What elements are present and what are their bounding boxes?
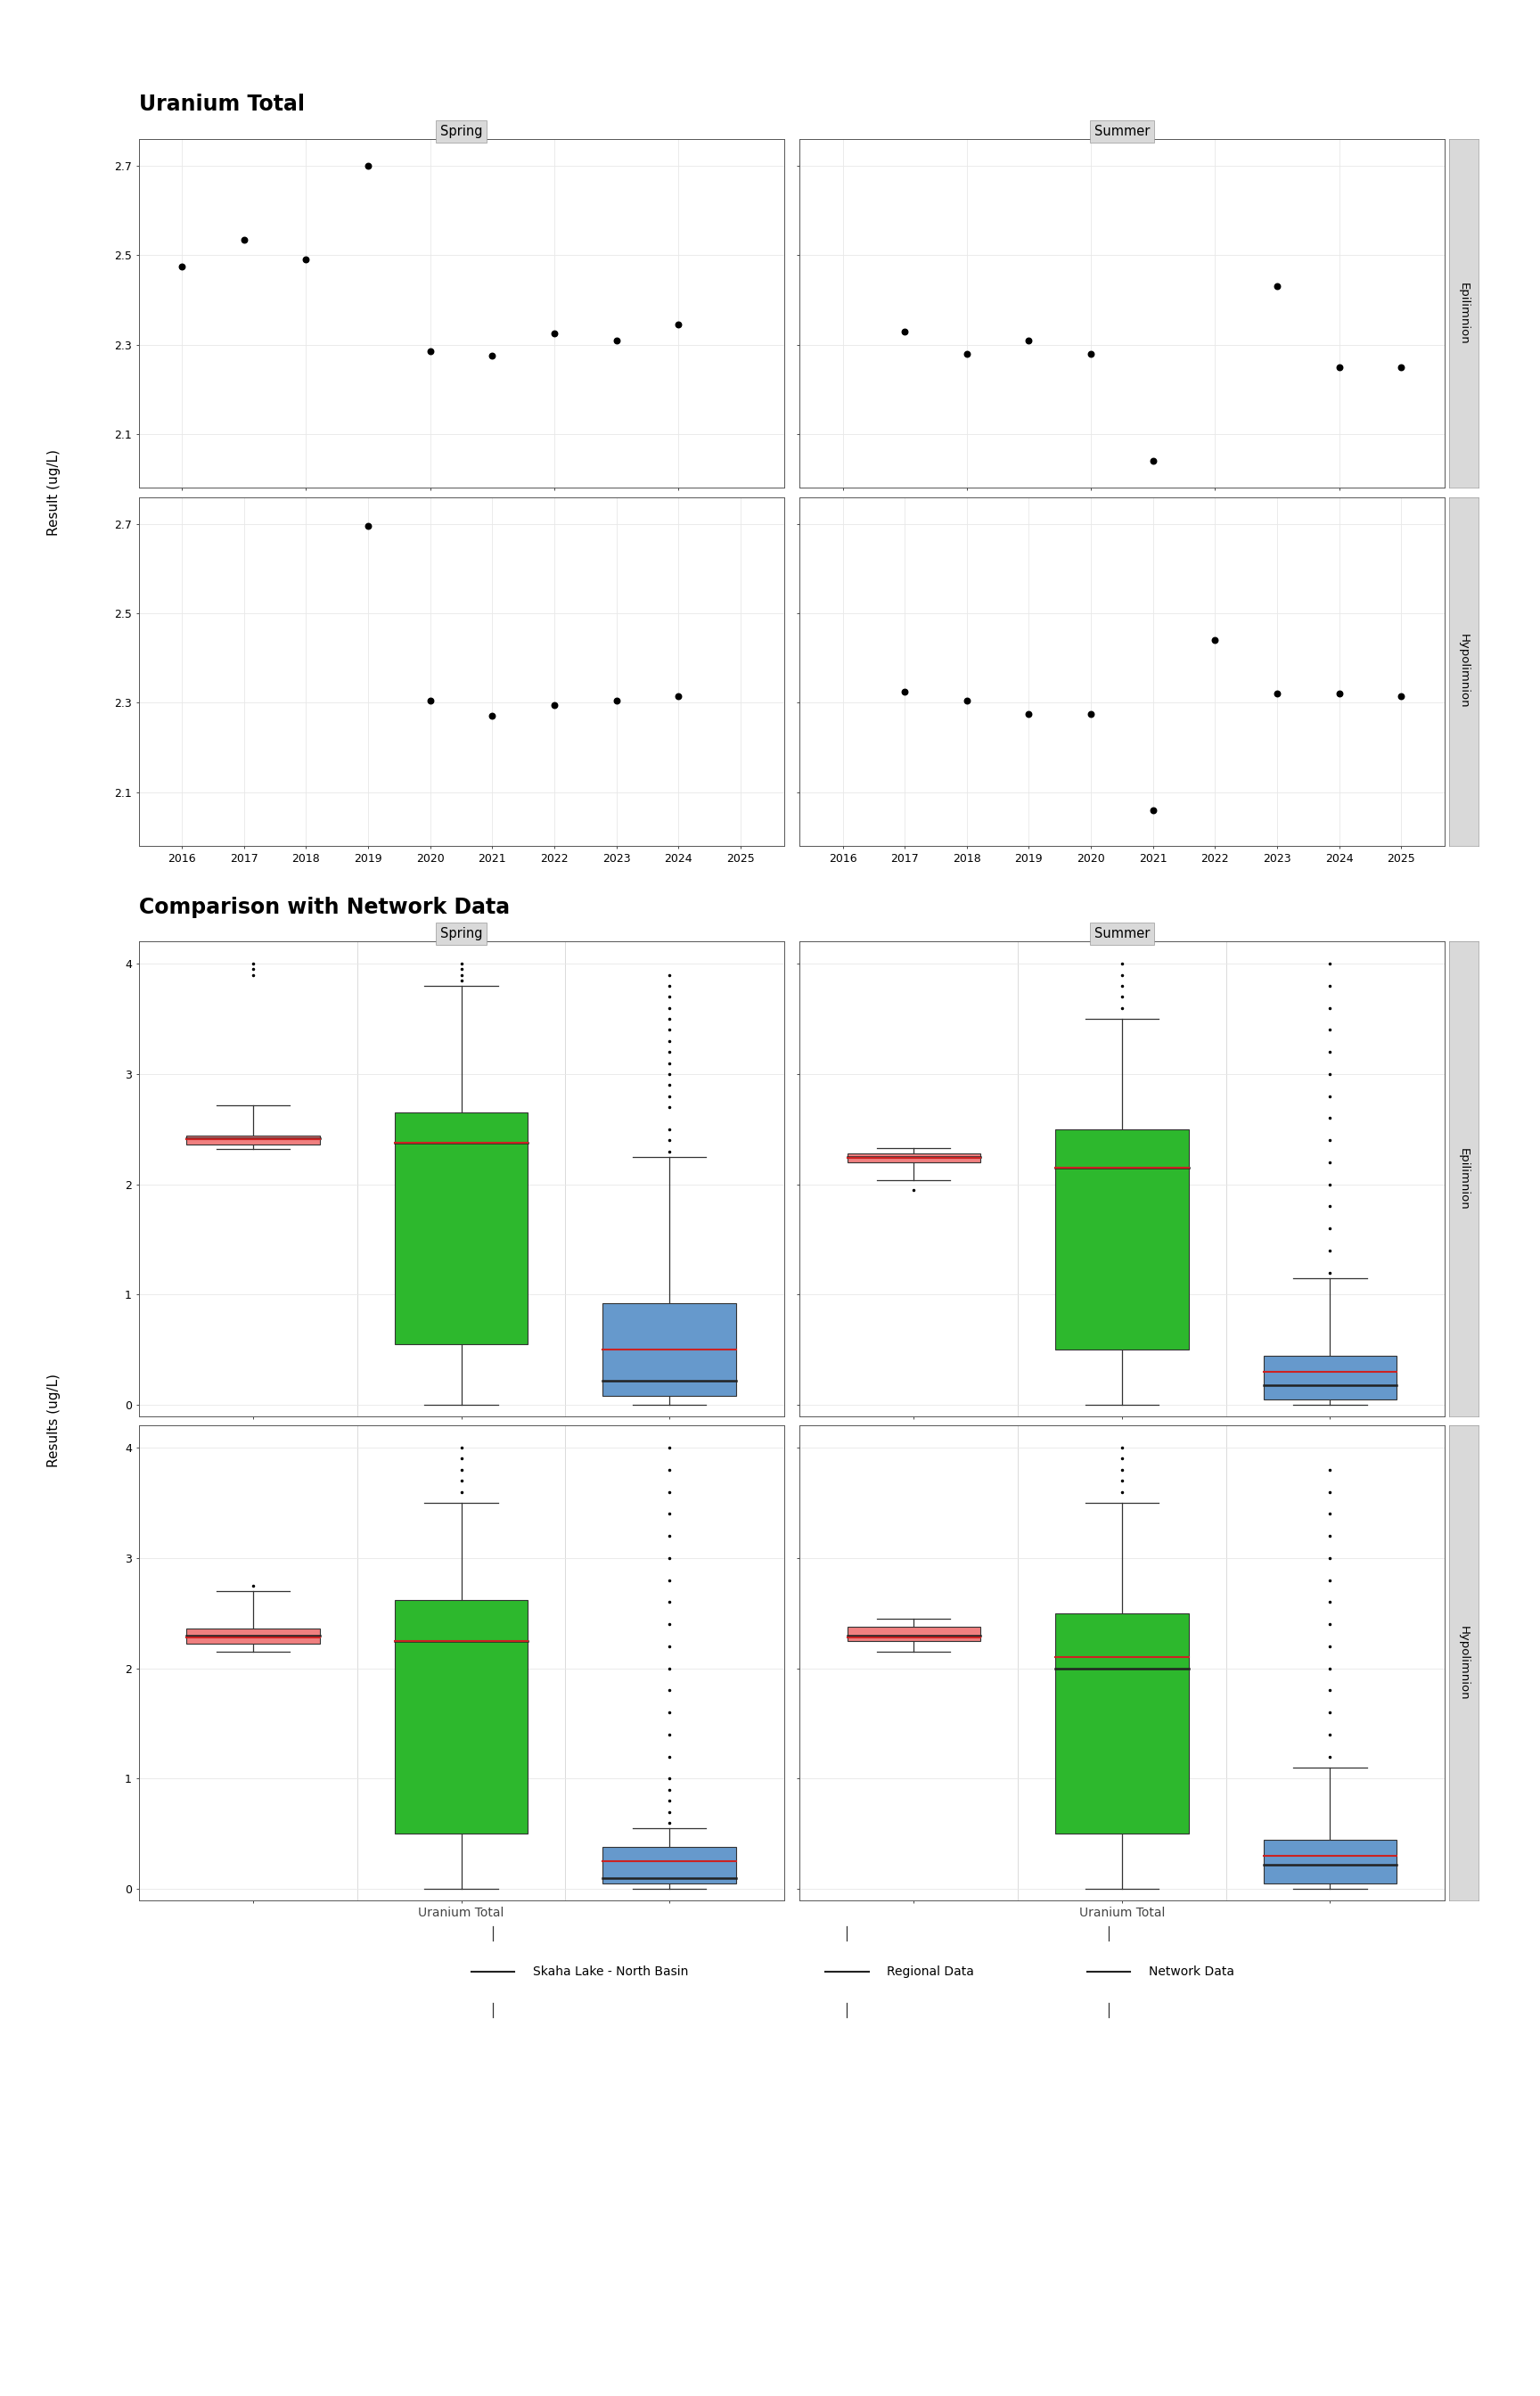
Bar: [1055, 1613, 1189, 1833]
Point: [1078, 695, 1103, 733]
Bar: [1055, 1129, 1189, 1349]
Point: [667, 304, 691, 343]
Point: [604, 680, 628, 719]
Text: Hypolimnion: Hypolimnion: [1458, 1624, 1469, 1701]
Text: Skaha Lake - North Basin: Skaha Lake - North Basin: [533, 1965, 688, 1979]
Point: [955, 335, 979, 374]
Bar: [394, 1601, 528, 1833]
Bar: [602, 1847, 736, 1883]
Point: [1141, 791, 1166, 829]
Point: [955, 680, 979, 719]
Point: [480, 335, 505, 374]
Point: [1016, 321, 1041, 359]
FancyBboxPatch shape: [1087, 1950, 1130, 1993]
Bar: [186, 1136, 320, 1145]
Point: [1016, 695, 1041, 733]
Title: Summer: Summer: [1093, 125, 1150, 139]
FancyBboxPatch shape: [471, 1950, 514, 1993]
Bar: [602, 1303, 736, 1397]
Text: Result (ug/L): Result (ug/L): [48, 448, 60, 537]
Bar: [394, 1112, 528, 1344]
Point: [1264, 268, 1289, 307]
Bar: [1263, 1840, 1397, 1883]
Bar: [847, 1152, 981, 1162]
Text: Epilimnion: Epilimnion: [1458, 283, 1469, 345]
Point: [356, 146, 380, 184]
Text: Results (ug/L): Results (ug/L): [48, 1373, 60, 1469]
Point: [356, 508, 380, 546]
Point: [169, 247, 194, 285]
Point: [417, 680, 442, 719]
Point: [892, 311, 916, 350]
Point: [667, 678, 691, 716]
Text: Regional Data: Regional Data: [887, 1965, 975, 1979]
Point: [1327, 347, 1352, 386]
Text: Uranium Total: Uranium Total: [139, 93, 305, 115]
Point: [1327, 676, 1352, 714]
Bar: [847, 1627, 981, 1641]
Text: Comparison with Network Data: Comparison with Network Data: [139, 896, 510, 918]
Point: [417, 333, 442, 371]
Text: Hypolimnion: Hypolimnion: [1458, 635, 1469, 709]
Point: [480, 697, 505, 736]
Bar: [186, 1629, 320, 1644]
Title: Summer: Summer: [1093, 927, 1150, 942]
Text: Network Data: Network Data: [1149, 1965, 1235, 1979]
FancyBboxPatch shape: [825, 1950, 869, 1993]
Point: [1264, 676, 1289, 714]
Title: Spring: Spring: [440, 927, 482, 942]
Point: [231, 220, 256, 259]
Text: Epilimnion: Epilimnion: [1458, 1148, 1469, 1210]
Point: [892, 673, 916, 712]
Point: [542, 685, 567, 724]
Point: [1389, 678, 1414, 716]
Point: [1141, 441, 1166, 479]
Point: [294, 240, 319, 278]
Title: Spring: Spring: [440, 125, 482, 139]
Point: [1389, 347, 1414, 386]
Bar: [1263, 1356, 1397, 1399]
Point: [542, 314, 567, 352]
Point: [1203, 621, 1227, 659]
Point: [604, 321, 628, 359]
Point: [1078, 335, 1103, 374]
